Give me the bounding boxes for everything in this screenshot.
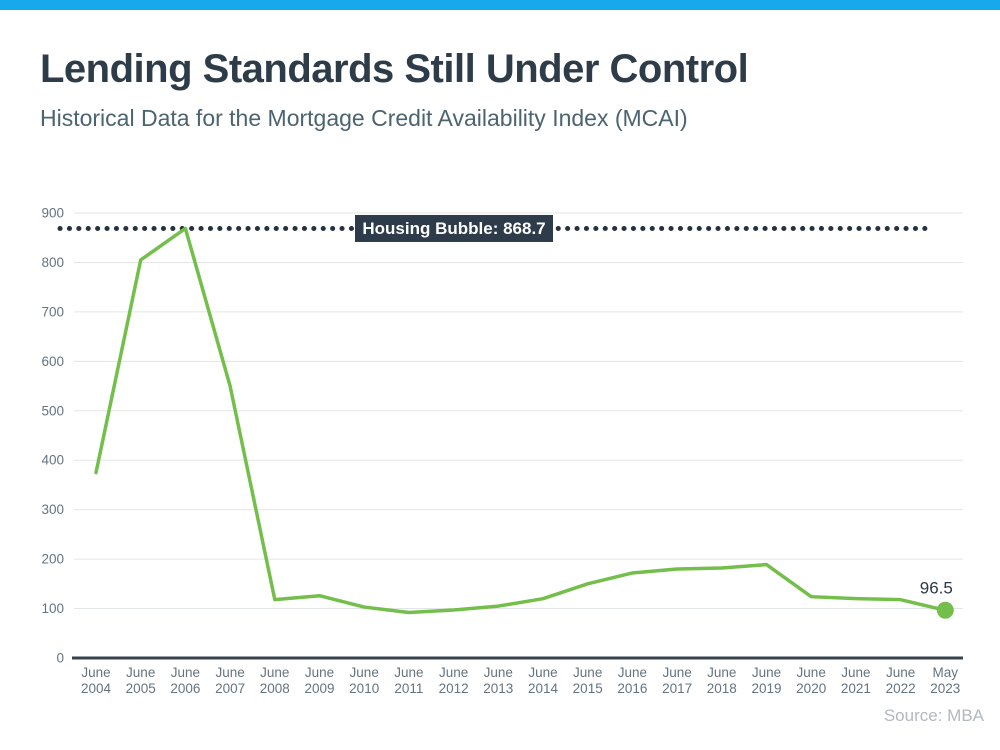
mcai-series-line — [94, 226, 948, 615]
source-note: Source: MBA — [883, 706, 984, 725]
svg-text:0: 0 — [56, 651, 64, 666]
reference-label: Housing Bubble: 868.7 — [355, 214, 553, 242]
svg-text:Housing Bubble: 868.7: Housing Bubble: 868.7 — [362, 219, 545, 238]
svg-text:600: 600 — [41, 354, 64, 369]
svg-text:200: 200 — [41, 552, 64, 567]
y-axis-labels: 0 100 200 300 400 500 600 700 800 900 — [41, 206, 64, 666]
svg-text:900: 900 — [41, 206, 64, 221]
svg-text:500: 500 — [41, 403, 64, 418]
svg-text:800: 800 — [41, 255, 64, 270]
svg-text:300: 300 — [41, 502, 64, 517]
gridlines — [74, 212, 963, 610]
last-point-marker — [936, 601, 954, 619]
svg-text:400: 400 — [41, 453, 64, 468]
x-axis-labels: June 2004 June 2005 June 2006 June 2007 June 2008… — [81, 665, 960, 696]
page-title: Lending Standards Still Under Control — [40, 47, 749, 91]
svg-text:700: 700 — [41, 304, 64, 319]
top-accent-bar — [0, 0, 1000, 10]
last-point-value-label: 96.5 — [920, 578, 953, 597]
page-subtitle: Historical Data for the Mortgage Credit … — [40, 105, 688, 131]
chart-container: 0 100 200 300 400 500 600 700 800 900 June 2004 June… — [0, 180, 1000, 725]
svg-text:100: 100 — [41, 601, 64, 616]
